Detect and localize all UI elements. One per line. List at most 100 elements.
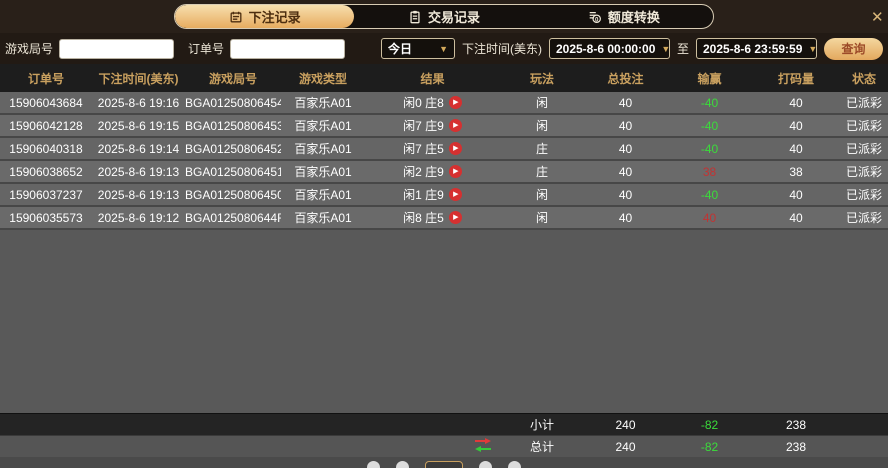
cell-status: 已派彩 [845, 211, 882, 225]
cell-win-loss: -40 [700, 187, 719, 202]
date-to-select[interactable]: 2025-8-6 23:59:59 ▼ [696, 38, 817, 59]
cell-total-bet: 40 [618, 118, 633, 133]
cell-total-bet: 40 [618, 187, 633, 202]
cell-total-bet: 40 [618, 95, 633, 110]
col-header-game-type: 游戏类型 [298, 71, 347, 86]
filter-bar: 游戏局号 订单号 今日 ▼ 下注时间(美东) 2025-8-6 00:00:00… [0, 33, 888, 64]
cell-bet-time: 2025-8-6 19:12 [97, 210, 180, 225]
cell-play-type: 庄 [535, 165, 548, 179]
tab-label: 交易记录 [427, 10, 480, 25]
order-no-label: 订单号 [188, 42, 225, 56]
coins-transfer-icon: 0 [587, 10, 602, 24]
cell-result: 闲1 庄9 ▶ [365, 186, 500, 203]
subtotal-total-bet: 240 [615, 417, 636, 432]
search-button[interactable]: 查询 [824, 37, 883, 60]
col-header-bet-time: 下注时间(美东) [98, 71, 179, 86]
date-from-select[interactable]: 2025-8-6 00:00:00 ▼ [548, 38, 670, 59]
cell-volume: 40 [789, 118, 803, 133]
cell-status: 已派彩 [845, 96, 882, 110]
refresh-swap-icon[interactable] [474, 438, 492, 455]
subtotal-label: 小计 [529, 418, 554, 432]
cell-order-no: 15906038652 [9, 164, 83, 179]
cell-order-no: 15906043684 [9, 95, 83, 110]
replay-play-icon[interactable]: ▶ [448, 142, 462, 155]
cell-bet-time: 2025-8-6 19:13 [97, 187, 180, 202]
pager-last-button[interactable] [508, 461, 521, 468]
replay-play-icon[interactable]: ▶ [448, 211, 462, 224]
col-header-play-type: 玩法 [529, 71, 554, 86]
cell-total-bet: 40 [618, 164, 633, 179]
total-swap-cell [365, 438, 500, 455]
result-text: 闲7 庄9 [403, 119, 444, 133]
cell-win-loss: 38 [702, 164, 717, 179]
period-select[interactable]: 今日 ▼ [380, 38, 455, 59]
table-row: 15906035573 2025-8-6 19:12 BGA0125080644… [0, 207, 888, 230]
cell-play-type: 闲 [535, 188, 548, 202]
close-icon[interactable]: ✕ [871, 9, 884, 26]
game-round-label: 游戏局号 [5, 42, 54, 56]
result-text: 闲1 庄9 [403, 188, 444, 202]
cell-play-type: 闲 [535, 119, 548, 133]
cell-total-bet: 40 [618, 141, 633, 156]
cell-game-type: 百家乐A01 [294, 142, 352, 156]
cell-play-type: 闲 [535, 96, 548, 110]
replay-play-icon[interactable]: ▶ [448, 188, 462, 201]
cell-round-no: BGA01250806453 [185, 118, 281, 133]
cell-order-no: 15906035573 [9, 210, 83, 225]
game-round-input[interactable] [59, 38, 175, 59]
total-row: 总计 240 -82 238 [0, 435, 888, 457]
cell-game-type: 百家乐A01 [294, 96, 352, 110]
col-header-volume: 打码量 [777, 71, 814, 86]
cell-play-type: 闲 [535, 211, 548, 225]
tab-quota-transfer[interactable]: 0 额度转换 [534, 5, 713, 28]
col-header-round-no: 游戏局号 [208, 71, 257, 86]
cell-status: 已派彩 [845, 142, 882, 156]
col-header-result: 结果 [420, 71, 445, 86]
replay-play-icon[interactable]: ▶ [448, 119, 462, 132]
order-no-input[interactable] [230, 38, 346, 59]
page-number-box[interactable] [425, 461, 463, 468]
pager-next-button[interactable] [479, 461, 492, 468]
clipboard-icon [408, 10, 422, 24]
cell-play-type: 庄 [535, 142, 548, 156]
subtotal-win-loss: -82 [700, 417, 719, 432]
result-text: 闲7 庄5 [403, 142, 444, 156]
date-from-value: 2025-8-6 00:00:00 [555, 41, 656, 56]
total-label: 总计 [529, 440, 554, 454]
cell-status: 已派彩 [845, 188, 882, 202]
col-header-total-bet: 总投注 [607, 71, 644, 86]
cell-bet-time: 2025-8-6 19:16 [97, 95, 180, 110]
cell-bet-time: 2025-8-6 19:14 [97, 141, 180, 156]
cell-volume: 40 [789, 187, 803, 202]
cell-round-no: BGA01250806454 [185, 95, 281, 110]
cell-status: 已派彩 [845, 119, 882, 133]
col-header-status: 状态 [851, 71, 876, 86]
col-header-order-no: 订单号 [27, 71, 64, 86]
cell-total-bet: 40 [618, 210, 633, 225]
cell-result: 闲0 庄8 ▶ [365, 94, 500, 111]
cell-volume: 40 [789, 95, 803, 110]
cell-result: 闲7 庄5 ▶ [365, 140, 500, 157]
pager-first-button[interactable] [367, 461, 380, 468]
tab-transaction-records[interactable]: 交易记录 [354, 5, 533, 28]
table-empty-area [0, 230, 888, 413]
table-row: 15906042128 2025-8-6 19:15 BGA0125080645… [0, 115, 888, 138]
calendar-icon [229, 10, 243, 24]
table-header: 订单号 下注时间(美东) 游戏局号 游戏类型 结果 玩法 总投注 输赢 打码量 … [0, 64, 888, 92]
cell-game-type: 百家乐A01 [294, 165, 352, 179]
date-to-value: 2025-8-6 23:59:59 [703, 41, 803, 56]
cell-win-loss: -40 [700, 141, 719, 156]
pager-prev-button[interactable] [396, 461, 409, 468]
cell-win-loss: -40 [700, 118, 719, 133]
cell-order-no: 15906042128 [9, 118, 83, 133]
tab-label: 额度转换 [607, 10, 660, 25]
table-body: 15906043684 2025-8-6 19:16 BGA0125080645… [0, 92, 888, 230]
cell-round-no: BGA0125080644F [185, 210, 281, 225]
replay-play-icon[interactable]: ▶ [448, 165, 462, 178]
tab-betting-records[interactable]: 下注记录 [175, 5, 355, 28]
result-text: 闲0 庄8 [403, 96, 444, 110]
cell-game-type: 百家乐A01 [294, 188, 352, 202]
pagination-bar [0, 457, 888, 468]
replay-play-icon[interactable]: ▶ [448, 96, 462, 109]
